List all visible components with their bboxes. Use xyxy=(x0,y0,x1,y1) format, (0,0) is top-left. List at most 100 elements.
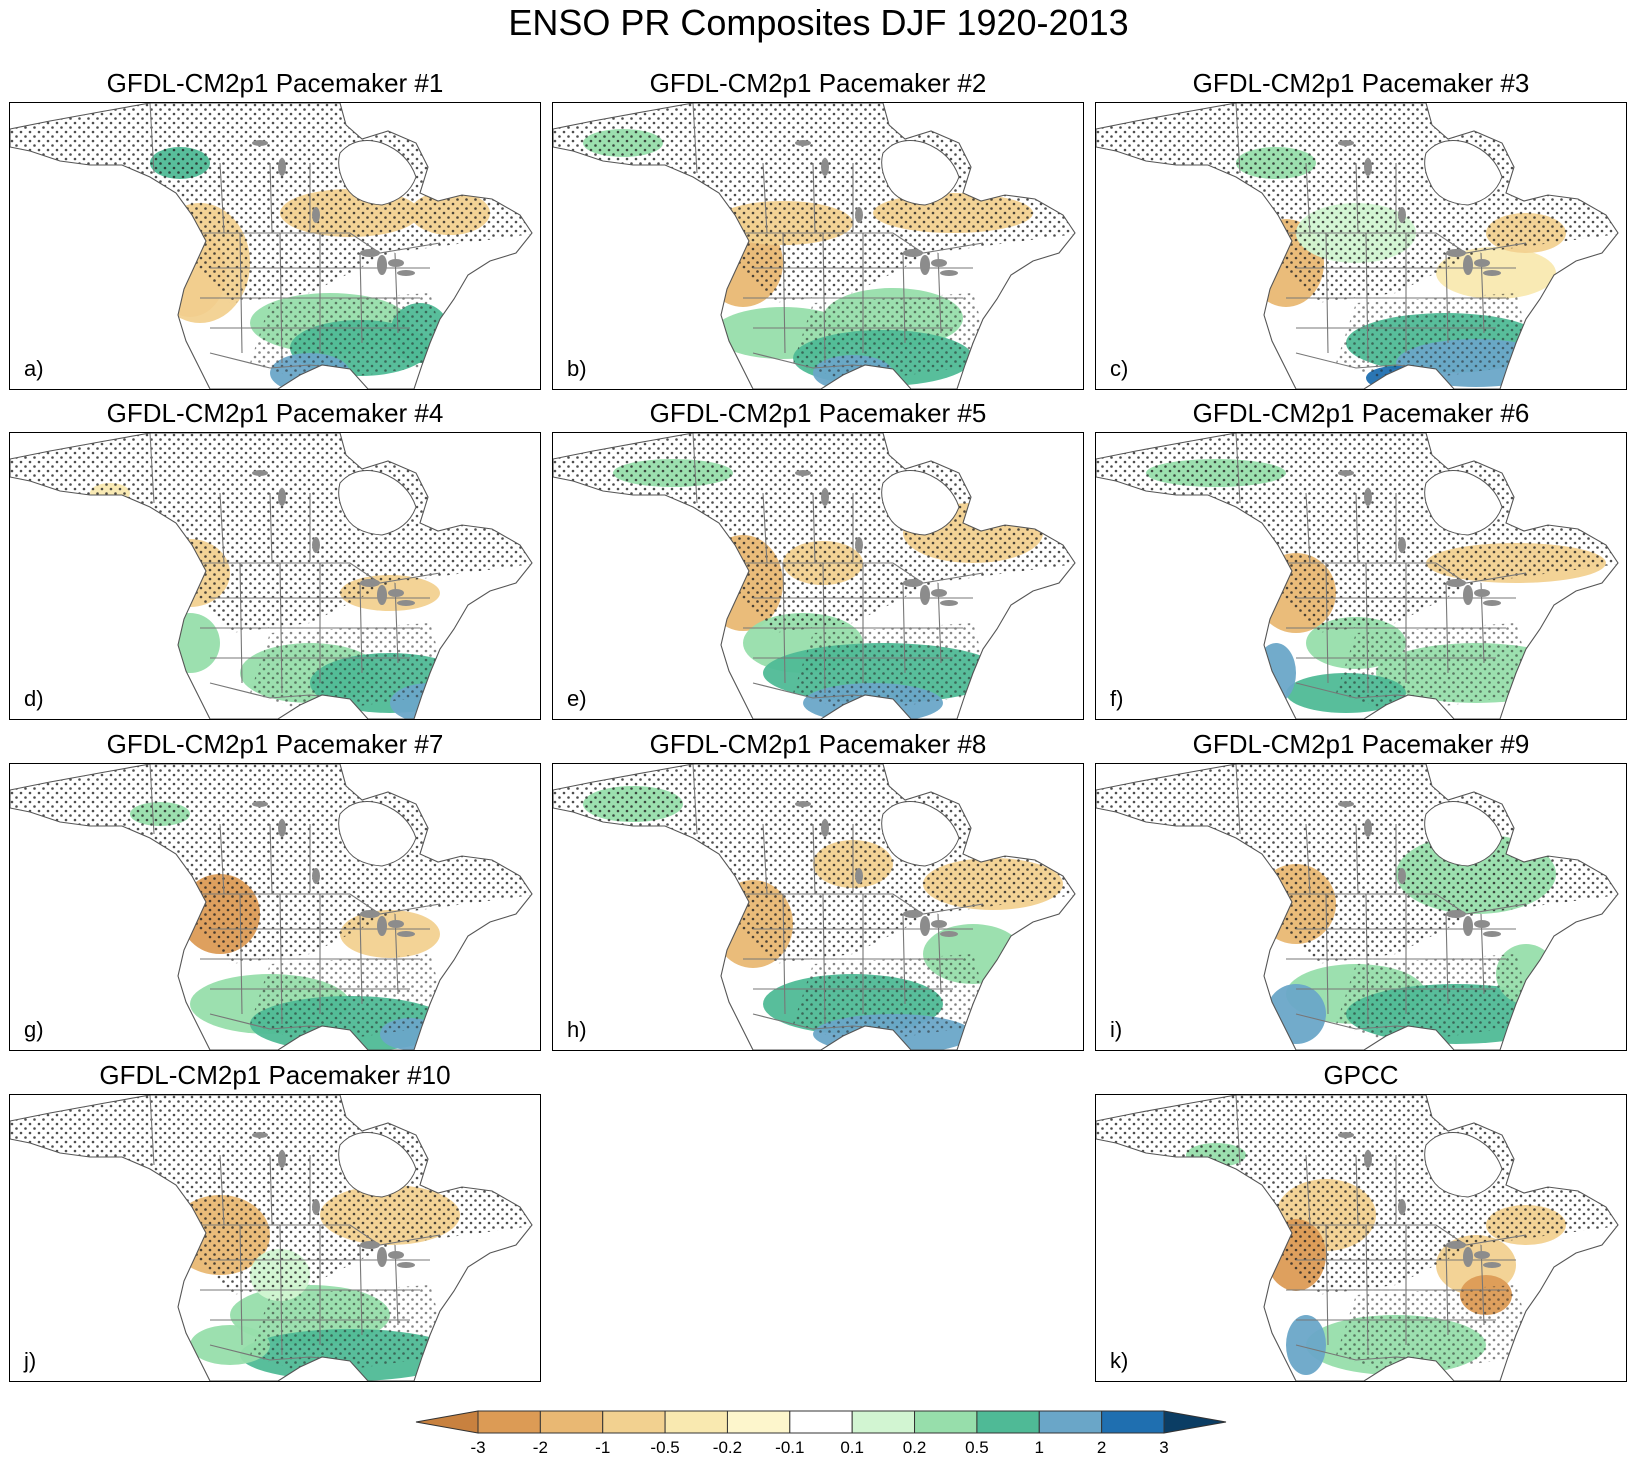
precip-anomaly-map xyxy=(1096,1095,1619,1381)
panel-title: GFDL-CM2p1 Pacemaker #3 xyxy=(1192,68,1530,98)
colorbar-tick-label: -0.2 xyxy=(712,1438,743,1457)
colorbar-low-extend xyxy=(415,1410,479,1434)
great-lakes xyxy=(252,140,415,276)
precip-anomaly-map xyxy=(10,103,533,389)
panel-title: GFDL-CM2p1 Pacemaker #1 xyxy=(106,68,444,98)
coastline xyxy=(553,433,1076,719)
panel-label: j) xyxy=(21,1348,40,1374)
precip-anomaly-map xyxy=(1096,764,1619,1050)
colorbar-tick-label: 0.2 xyxy=(902,1438,927,1457)
map-panel: GFDL-CM2p1 Pacemaker #2 b) xyxy=(552,68,1084,390)
panel-title: GPCC xyxy=(1323,1060,1399,1090)
significance-stippling xyxy=(1096,1095,1618,1375)
colorbar-segment xyxy=(1038,1410,1103,1434)
great-lakes xyxy=(1338,1132,1501,1268)
panel-title: GFDL-CM2p1 Pacemaker #4 xyxy=(106,398,444,428)
map-panel: GFDL-CM2p1 Pacemaker #6 f) xyxy=(1095,398,1627,720)
political-borders xyxy=(149,764,441,1031)
colorbar-segment xyxy=(789,1410,853,1434)
colorbar-tick-label: -0.1 xyxy=(775,1438,805,1457)
significance-stippling xyxy=(553,103,1075,383)
panel-label: b) xyxy=(564,356,590,382)
panel-label: e) xyxy=(564,686,590,712)
coastline xyxy=(10,103,533,389)
significance-stippling xyxy=(10,103,532,383)
great-lakes xyxy=(795,801,958,937)
panel-label: i) xyxy=(1107,1017,1126,1043)
political-borders xyxy=(1235,103,1527,370)
panel-label: c) xyxy=(1107,356,1132,382)
coastline xyxy=(553,103,1076,389)
coastline xyxy=(1096,1095,1619,1381)
great-lakes xyxy=(252,1132,415,1268)
great-lakes xyxy=(252,801,415,937)
figure-title: ENSO PR Composites DJF 1920-2013 xyxy=(508,2,1129,43)
coastline xyxy=(1096,764,1619,1050)
map-frame xyxy=(1095,1094,1627,1382)
panel-title: GFDL-CM2p1 Pacemaker #6 xyxy=(1192,398,1530,428)
colorbar-segment xyxy=(477,1410,541,1434)
colorbar-segment xyxy=(664,1410,728,1434)
panel-title: GFDL-CM2p1 Pacemaker #9 xyxy=(1192,729,1530,759)
colorbar-tick-label: -3 xyxy=(470,1438,486,1457)
colorbar-high-extend xyxy=(1163,1410,1227,1434)
great-lakes xyxy=(795,470,958,606)
great-lakes xyxy=(795,140,958,276)
coastline xyxy=(1096,103,1619,389)
map-frame xyxy=(1095,102,1627,390)
panel-label: f) xyxy=(1107,686,1127,712)
panel-label: g) xyxy=(21,1017,47,1043)
colorbar-segment xyxy=(726,1410,791,1434)
map-panel: GFDL-CM2p1 Pacemaker #4 d) xyxy=(9,398,541,720)
colorbar-tick-label: 1 xyxy=(1034,1438,1044,1457)
map-panel: GFDL-CM2p1 Pacemaker #10 j) xyxy=(9,1060,541,1382)
panel-label: k) xyxy=(1107,1348,1132,1374)
colorbar-tick-label: 3 xyxy=(1159,1438,1169,1457)
precip-anomaly-map xyxy=(553,103,1076,389)
map-frame xyxy=(9,1094,541,1382)
political-borders xyxy=(692,433,984,700)
precip-anomaly-map xyxy=(10,764,533,1050)
colorbar-segment xyxy=(851,1410,916,1434)
colorbar-tick-label: -0.5 xyxy=(650,1438,680,1457)
panel-title: GFDL-CM2p1 Pacemaker #7 xyxy=(106,729,444,759)
panel-label: a) xyxy=(21,356,47,382)
colorbar-tick-label: 0.1 xyxy=(840,1438,864,1457)
colorbar-tick-label: -1 xyxy=(595,1438,611,1457)
great-lakes xyxy=(1338,801,1501,937)
map-frame xyxy=(9,763,541,1051)
political-borders xyxy=(1235,1095,1527,1362)
great-lakes xyxy=(1338,140,1501,276)
significance-stippling xyxy=(553,764,1075,1044)
coastline xyxy=(10,433,533,719)
coastline xyxy=(553,764,1076,1050)
coastline xyxy=(1096,433,1619,719)
significance-stippling xyxy=(1096,433,1618,713)
map-frame xyxy=(552,102,1084,390)
colorbar-segment xyxy=(1101,1410,1165,1434)
precip-anomaly-map xyxy=(10,433,533,719)
map-panel: GFDL-CM2p1 Pacemaker #5 e) xyxy=(552,398,1084,720)
colorbar-segment xyxy=(914,1410,978,1434)
significance-stippling xyxy=(10,1095,532,1375)
precip-anomaly-map xyxy=(553,433,1076,719)
panel-title: GFDL-CM2p1 Pacemaker #2 xyxy=(649,68,987,98)
panel-title: GFDL-CM2p1 Pacemaker #10 xyxy=(99,1060,451,1090)
significance-stippling xyxy=(1096,103,1618,383)
map-panel: GFDL-CM2p1 Pacemaker #7 g) xyxy=(9,729,541,1051)
colorbar-segment xyxy=(602,1410,666,1434)
significance-stippling xyxy=(10,433,532,713)
political-borders xyxy=(149,1095,441,1362)
great-lakes xyxy=(1338,470,1501,606)
political-borders xyxy=(692,764,984,1031)
colorbar-tick-label: 0.5 xyxy=(965,1438,989,1457)
panel-label: d) xyxy=(21,686,47,712)
map-panel: GPCC k) xyxy=(1095,1060,1627,1382)
panel-label: h) xyxy=(564,1017,590,1043)
colorbar-segment xyxy=(539,1410,604,1434)
map-panel: GFDL-CM2p1 Pacemaker #3 c) xyxy=(1095,68,1627,390)
map-frame xyxy=(1095,432,1627,720)
colorbar-segment xyxy=(976,1410,1040,1434)
coastline xyxy=(10,764,533,1050)
map-frame xyxy=(552,763,1084,1051)
